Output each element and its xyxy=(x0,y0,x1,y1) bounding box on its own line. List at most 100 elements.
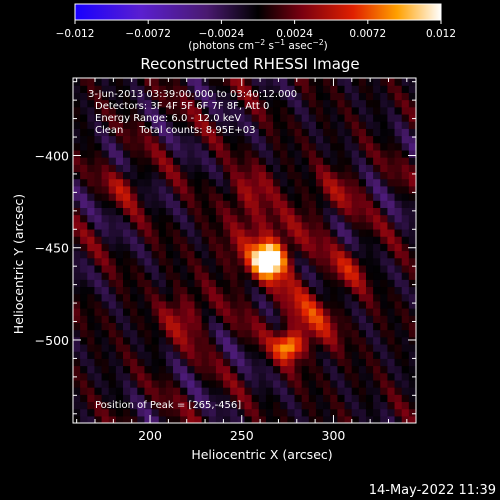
heatmap-cell xyxy=(73,85,81,93)
heatmap-cell xyxy=(394,171,403,180)
heatmap-cell xyxy=(351,135,360,144)
heatmap-cell xyxy=(308,149,317,158)
heatmap-cell xyxy=(73,315,81,323)
heatmap-cell xyxy=(244,142,253,151)
heatmap-cell xyxy=(358,99,367,108)
heatmap-cell xyxy=(294,408,303,417)
heatmap-cell xyxy=(244,264,253,273)
heatmap-cell xyxy=(208,185,217,194)
heatmap-cell xyxy=(165,401,174,410)
colorbar-ticks: −0.012 −0.0072 −0.0024 0.0024 0.0072 0.012 xyxy=(56,20,456,40)
heatmap-cell xyxy=(144,351,153,359)
heatmap-cell xyxy=(165,379,174,388)
heatmap-cell xyxy=(365,106,374,115)
heatmap-cell xyxy=(223,300,231,309)
heatmap-cell xyxy=(73,214,81,223)
heatmap-cell xyxy=(308,113,317,122)
heatmap-cell xyxy=(237,264,246,273)
heatmap-cell xyxy=(287,293,296,302)
heatmap-cell xyxy=(187,315,196,323)
heatmap-cell xyxy=(201,272,210,280)
heatmap-cell xyxy=(115,293,124,302)
heatmap-cell xyxy=(265,207,274,216)
heatmap-cell xyxy=(408,171,416,180)
heatmap-cell xyxy=(165,415,174,423)
heatmap-cell xyxy=(287,286,296,295)
heatmap-cell xyxy=(194,135,203,144)
heatmap-cell xyxy=(237,128,246,137)
heatmap-cell xyxy=(123,228,131,237)
heatmap-cell xyxy=(101,250,110,259)
heatmap-cell xyxy=(115,221,124,230)
heatmap-cell xyxy=(380,408,389,417)
colorbar-tick-label: −0.0024 xyxy=(199,28,245,40)
heatmap-cell xyxy=(315,193,324,201)
heatmap-cell xyxy=(180,322,188,331)
heatmap-cell xyxy=(230,300,238,309)
heatmap-cell xyxy=(201,300,210,309)
heatmap-cell xyxy=(351,394,360,403)
heatmap-cell xyxy=(394,279,403,288)
heatmap-cell xyxy=(80,387,88,395)
heatmap-cell xyxy=(108,221,117,230)
heatmap-cell xyxy=(244,415,253,423)
heatmap-cell xyxy=(144,387,153,395)
heatmap-cell xyxy=(401,171,410,180)
heatmap-cell xyxy=(251,149,260,158)
heatmap-cell xyxy=(101,329,110,338)
heatmap-cell xyxy=(73,121,81,129)
heatmap-cell xyxy=(337,394,346,403)
heatmap-cell xyxy=(187,149,196,158)
heatmap-cell xyxy=(230,106,238,115)
heatmap-cell xyxy=(73,193,81,201)
heatmap-cell xyxy=(80,401,88,410)
heatmap-cell xyxy=(408,257,416,266)
heatmap-cell xyxy=(201,142,210,151)
heatmap-cell xyxy=(215,250,224,259)
heatmap-cell xyxy=(194,300,203,309)
heatmap-cell xyxy=(180,250,188,259)
heatmap-cell xyxy=(280,78,288,86)
heatmap-cell xyxy=(265,171,274,180)
heatmap-cell xyxy=(380,128,389,137)
heatmap-cell xyxy=(358,228,367,237)
heatmap-cell xyxy=(365,272,374,280)
heatmap-cell xyxy=(215,264,224,273)
heatmap-cell xyxy=(294,343,303,352)
heatmap-cell xyxy=(287,135,296,144)
heatmap-cell xyxy=(294,193,303,201)
heatmap-cell xyxy=(194,236,203,244)
heatmap-cell xyxy=(230,128,238,137)
heatmap-cell xyxy=(158,286,167,295)
heatmap-cell xyxy=(251,272,260,280)
heatmap-cell xyxy=(115,379,124,388)
heatmap-cell xyxy=(80,149,88,158)
heatmap-cell xyxy=(158,113,167,122)
heatmap-cell xyxy=(87,351,96,359)
heatmap-cell xyxy=(80,221,88,230)
heatmap-cell xyxy=(215,243,224,252)
heatmap-cell xyxy=(108,92,117,101)
heatmap-cell xyxy=(301,257,310,266)
heatmap-cell xyxy=(137,193,146,201)
heatmap-cell xyxy=(123,92,131,101)
heatmap-cell xyxy=(165,257,174,266)
heatmap-cell xyxy=(337,236,346,244)
heatmap-cell xyxy=(180,272,188,280)
heatmap-cell xyxy=(258,128,267,137)
heatmap-cell xyxy=(208,286,217,295)
heatmap-cell xyxy=(180,106,188,115)
heatmap-cell xyxy=(351,214,360,223)
heatmap-cell xyxy=(73,142,81,151)
heatmap-cell xyxy=(151,200,160,208)
heatmap-cell xyxy=(301,394,310,403)
heatmap-cell xyxy=(123,264,131,273)
heatmap-cell xyxy=(251,221,260,230)
heatmap-cell xyxy=(194,85,203,93)
heatmap-cell xyxy=(137,149,146,158)
heatmap-cell xyxy=(344,315,353,323)
heatmap-cell xyxy=(251,322,260,331)
heatmap-cell xyxy=(230,387,238,395)
heatmap-cell xyxy=(330,207,338,216)
heatmap-cell xyxy=(130,171,138,180)
